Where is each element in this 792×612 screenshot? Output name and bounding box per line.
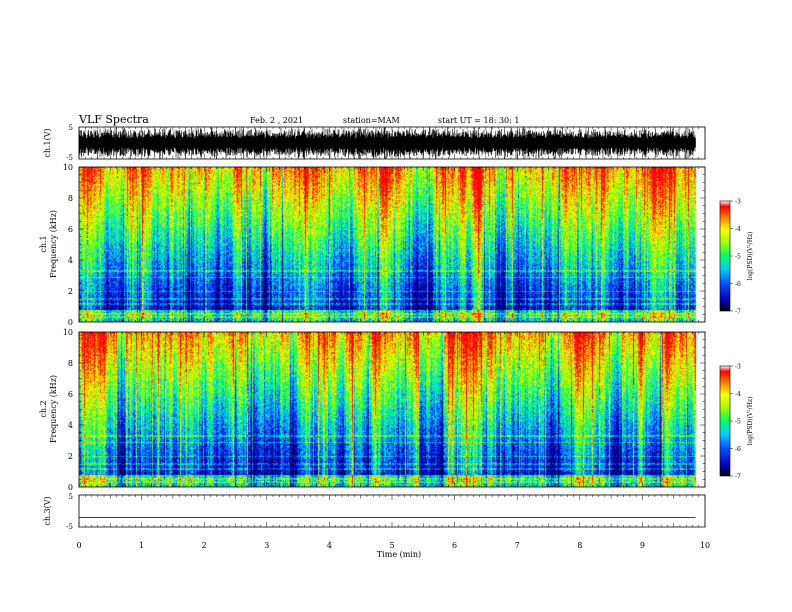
ch1-spectrogram-ylabel-channel: ch.1 — [39, 235, 48, 252]
ch1-colorbar-label: log(PSD)(V²/Hz) — [747, 232, 754, 281]
ch1-waveform-panel: 5 -5 ch.1(V) — [43, 124, 706, 162]
colorbar-tick-label: -6 — [735, 281, 741, 288]
frequency-tick-label: 4 — [68, 256, 73, 265]
time-tick-label: 8 — [577, 541, 582, 550]
ch1-spectrogram-heatmap — [79, 167, 705, 322]
ch1-colorbar: -3 -4 -5 -6 -7 log(PSD)(V²/Hz) — [719, 199, 754, 316]
time-tick-label: 7 — [515, 541, 520, 550]
ch1-colorbar-ticks: -3 -4 -5 -6 -7 — [730, 199, 741, 316]
frequency-tick-label: 6 — [68, 225, 73, 234]
frequency-tick-label: 2 — [68, 452, 73, 461]
ch1-ytick-bottom: -5 — [66, 154, 73, 162]
frequency-tick-label: 8 — [68, 194, 73, 203]
colorbar-tick-label: -6 — [735, 446, 741, 453]
time-tick-label: 0 — [76, 541, 81, 550]
ch3-ytick-bottom: -5 — [66, 523, 73, 531]
time-tick-label: 1 — [139, 541, 144, 550]
frequency-tick-label: 10 — [63, 163, 73, 172]
date-label: Feb. 2 , 2021 — [250, 116, 303, 125]
ch3-waveform-ylabel: ch.3(V) — [43, 496, 52, 525]
time-tick-label: 4 — [327, 541, 332, 550]
colorbar-tick-label: -3 — [735, 199, 741, 206]
ch1-spectrogram-ylabel-frequency: Frequency (kHz) — [49, 210, 58, 278]
station-label: station=MAM — [343, 116, 400, 125]
ch2-spectrogram-ylabel-channel: ch.2 — [39, 400, 48, 417]
frequency-tick-label: 10 — [63, 328, 73, 337]
time-tick-label: 9 — [640, 541, 645, 550]
ch3-ytick-top: 5 — [69, 493, 73, 501]
time-axis-ticks — [78, 127, 706, 527]
time-tick-label: 2 — [202, 541, 207, 550]
ch1-ytick-top: 5 — [69, 124, 73, 132]
ch2-colorbar-ticks: -3 -4 -5 -6 -7 — [730, 364, 741, 481]
time-tick-label: 10 — [700, 541, 710, 550]
frequency-tick-label: 0 — [68, 483, 73, 492]
frequency-tick-label: 2 — [68, 287, 73, 296]
colorbar-tick-label: -5 — [735, 419, 741, 426]
frequency-tick-label: 0 — [68, 318, 73, 327]
time-axis-tick-labels: 0 1 2 3 4 5 6 7 8 9 10 — [76, 541, 710, 550]
start-time-label: start UT = 18: 30: 1 — [438, 116, 519, 125]
ch2-colorbar-label: log(PSD)(V²/Hz) — [747, 397, 754, 446]
frequency-tick-label: 8 — [68, 359, 73, 368]
figure-title: VLF Spectra — [78, 113, 149, 126]
colorbar-tick-label: -3 — [735, 364, 741, 371]
time-tick-label: 3 — [264, 541, 269, 550]
ch1-frequency-ticks: 0 2 4 6 8 10 — [63, 163, 705, 327]
colorbar-tick-label: -7 — [735, 474, 741, 481]
time-tick-label: 5 — [389, 541, 394, 550]
ch2-spectrogram-ylabel-frequency: Frequency (kHz) — [49, 375, 58, 443]
time-tick-label: 6 — [452, 541, 457, 550]
ch2-colorbar: -3 -4 -5 -6 -7 log(PSD)(V²/Hz) — [719, 364, 754, 481]
colorbar-tick-label: -4 — [735, 226, 741, 233]
colorbar-tick-label: -4 — [735, 391, 741, 398]
ch3-waveform-panel: 5 -5 ch.3(V) — [43, 493, 706, 531]
ch1-waveform-ylabel: ch.1(V) — [43, 128, 52, 157]
colorbar-tick-label: -5 — [735, 254, 741, 261]
colorbar-tick-label: -7 — [735, 309, 741, 316]
ch2-spectrogram-panel: 0 2 4 6 8 10 ch.2 Frequency (kHz) — [39, 328, 706, 492]
frequency-tick-label: 4 — [68, 421, 73, 430]
frequency-tick-label: 6 — [68, 390, 73, 399]
ch2-spectrogram-heatmap — [79, 332, 705, 487]
time-axis-label: Time (min) — [377, 550, 421, 559]
ch1-spectrogram-panel: 0 2 4 6 8 10 ch.1 Frequency (kHz) — [39, 163, 706, 327]
ch2-frequency-ticks: 0 2 4 6 8 10 — [63, 328, 705, 492]
